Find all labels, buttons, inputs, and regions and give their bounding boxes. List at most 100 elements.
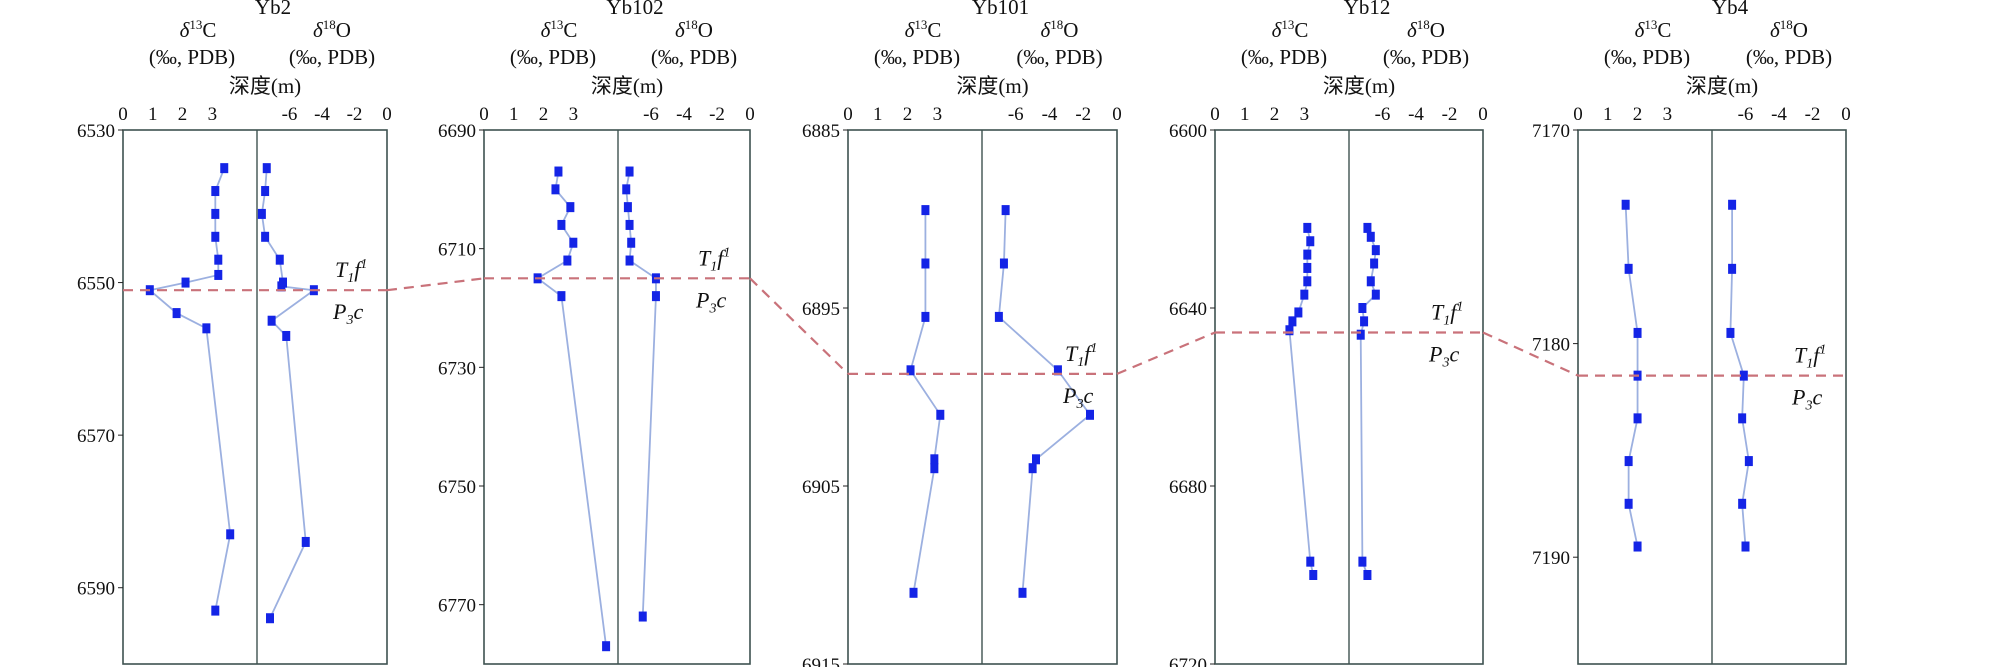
x-tick-label: -2 bbox=[1075, 104, 1091, 125]
depth-tick-label: 6550 bbox=[77, 274, 115, 295]
depth-tick-label: 6720 bbox=[1169, 655, 1207, 667]
strat-label-below: P3c bbox=[695, 287, 726, 316]
c13-unit: (‰, PDB) bbox=[1241, 45, 1327, 69]
o18-point bbox=[622, 184, 631, 195]
o18-point bbox=[625, 219, 634, 230]
x-tick-label: -2 bbox=[709, 104, 725, 125]
c13-point bbox=[1624, 263, 1633, 274]
x-tick-label: 0 bbox=[843, 104, 853, 125]
c13-point bbox=[214, 254, 223, 265]
depth-axis-label: 深度(m) bbox=[1686, 74, 1758, 98]
c13-point bbox=[921, 311, 930, 322]
o18-point bbox=[994, 311, 1003, 322]
c13-point bbox=[172, 308, 181, 319]
c13-point bbox=[930, 463, 939, 474]
c13-point bbox=[211, 208, 220, 219]
o18-unit: (‰, PDB) bbox=[289, 45, 375, 69]
x-tick-label: -2 bbox=[1805, 104, 1821, 125]
c13-unit: (‰, PDB) bbox=[874, 45, 960, 69]
o18-point bbox=[1741, 541, 1750, 552]
x-tick-label: 2 bbox=[1633, 104, 1643, 125]
strat-label-above: T1f1 bbox=[1431, 299, 1463, 328]
depth-axis-label: 深度(m) bbox=[1323, 74, 1395, 98]
x-tick-label: 3 bbox=[208, 104, 218, 125]
x-tick-label: -4 bbox=[676, 104, 692, 125]
c13-point bbox=[211, 605, 220, 616]
o18-point bbox=[627, 237, 636, 248]
strat-label-below: P3c bbox=[332, 299, 363, 328]
c13-point bbox=[1300, 289, 1309, 300]
depth-tick-label: 6530 bbox=[77, 121, 115, 142]
c13-point bbox=[936, 409, 945, 420]
strat-label-above: T1f1 bbox=[1794, 343, 1826, 372]
c13-point bbox=[202, 323, 211, 334]
x-tick-label: 0 bbox=[745, 104, 755, 125]
x-tick-label: 2 bbox=[903, 104, 913, 125]
o18-point bbox=[1358, 303, 1367, 313]
depth-tick-label: 6730 bbox=[438, 358, 476, 379]
c13-point bbox=[554, 166, 563, 177]
depth-tick-label: 6590 bbox=[77, 579, 115, 600]
c13-point bbox=[1303, 276, 1312, 287]
x-tick-label: 2 bbox=[178, 104, 188, 125]
x-tick-label: 1 bbox=[1240, 104, 1250, 125]
o18-point bbox=[1360, 316, 1369, 327]
c13-point bbox=[1633, 327, 1642, 338]
depth-tick-label: 6570 bbox=[77, 426, 115, 447]
o18-point bbox=[623, 202, 632, 213]
x-tick-label: 3 bbox=[1663, 104, 1673, 125]
depth-tick-label: 6905 bbox=[802, 477, 840, 498]
o18-point bbox=[625, 166, 634, 177]
x-tick-label: 1 bbox=[148, 104, 158, 125]
depth-tick-label: 6915 bbox=[802, 655, 840, 667]
o18-point bbox=[1738, 498, 1747, 509]
c13-point bbox=[921, 258, 930, 269]
o18-point bbox=[277, 281, 286, 292]
c13-point bbox=[1624, 498, 1633, 509]
strat-label-above: T1f1 bbox=[698, 245, 730, 274]
o18-header: δ18O bbox=[675, 17, 713, 42]
o18-point bbox=[1371, 289, 1380, 300]
o18-point bbox=[261, 186, 270, 197]
depth-tick-label: 6895 bbox=[802, 299, 840, 320]
x-tick-label: 1 bbox=[509, 104, 519, 125]
o18-point bbox=[1358, 556, 1367, 567]
c13-point bbox=[563, 255, 572, 266]
well-name: Yb102 bbox=[606, 0, 663, 19]
x-tick-label: 0 bbox=[1478, 104, 1488, 125]
c13-point bbox=[1303, 262, 1312, 273]
o18-header: δ18O bbox=[313, 17, 351, 42]
o18-unit: (‰, PDB) bbox=[1016, 45, 1102, 69]
o18-point bbox=[262, 163, 271, 174]
strat-label-below: P3c bbox=[1791, 385, 1822, 414]
o18-point bbox=[999, 258, 1008, 269]
well-name: Yb101 bbox=[972, 0, 1029, 19]
x-tick-label: 0 bbox=[382, 104, 392, 125]
c13-point bbox=[1306, 556, 1315, 567]
c13-point bbox=[1633, 541, 1642, 552]
o18-point bbox=[261, 231, 270, 242]
c13-header: δ13C bbox=[905, 17, 942, 42]
x-tick-label: 3 bbox=[569, 104, 579, 125]
o18-point bbox=[282, 330, 291, 341]
panel-frame bbox=[483, 129, 751, 665]
correlation-connector bbox=[1116, 331, 1216, 375]
c13-point bbox=[930, 454, 939, 465]
c13-point bbox=[569, 237, 578, 248]
correlation-connector bbox=[749, 277, 849, 375]
c13-point bbox=[1624, 456, 1633, 467]
o18-point bbox=[625, 255, 634, 266]
o18-point bbox=[1028, 463, 1037, 474]
o18-line bbox=[260, 168, 317, 619]
c13-point bbox=[1621, 199, 1630, 210]
x-tick-label: -4 bbox=[1408, 104, 1424, 125]
c13-header: δ13C bbox=[1635, 17, 1672, 42]
strat-label-below: P3c bbox=[1428, 341, 1459, 370]
x-tick-label: 0 bbox=[1841, 104, 1851, 125]
o18-point bbox=[301, 536, 310, 547]
correlation-connector bbox=[1482, 331, 1579, 377]
c13-point bbox=[1633, 413, 1642, 424]
